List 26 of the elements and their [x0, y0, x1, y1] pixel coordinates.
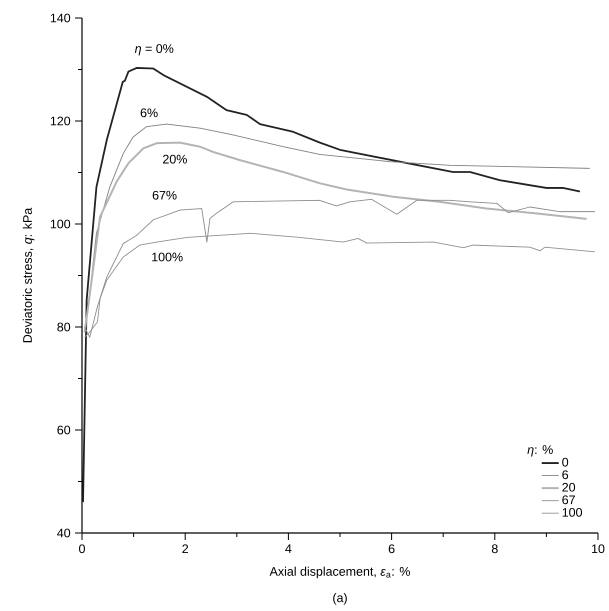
y-tick-label: 80: [57, 322, 70, 332]
x-tick-label: 8: [492, 544, 498, 554]
x-axis-title: Axial displacement, ε$_{a}$: %: [270, 566, 410, 578]
x-tick-label: 4: [285, 544, 292, 553]
y-tick-label: 100: [50, 220, 70, 228]
legend-label: 67: [562, 495, 575, 504]
x-tick-label: 2: [182, 544, 188, 554]
legend-label: 6: [562, 470, 568, 480]
legend-title: η: %: [527, 445, 553, 456]
annotation: 20%: [163, 154, 187, 164]
legend-label: 20: [562, 482, 576, 492]
legend-label: 100: [562, 508, 582, 517]
y-tick-label: 120: [50, 116, 70, 126]
annotation: 6%: [140, 108, 158, 118]
annotation: η = 0%: [134, 44, 174, 56]
annotation: 67%: [152, 190, 177, 200]
y-tick-label: 40: [57, 528, 70, 538]
x-tick-label: 10: [592, 544, 604, 554]
y-tick-label: 60: [57, 426, 70, 434]
x-tick-label: 6: [388, 544, 395, 554]
text: (a): [333, 593, 347, 605]
y-axis-title: Deviatoric stress, q: kPa: [22, 208, 34, 342]
legend-label: 0: [562, 458, 568, 467]
annotation: 100%: [152, 252, 183, 262]
x-tick-label: 0: [79, 544, 85, 554]
y-tick-label: 140: [50, 14, 70, 22]
